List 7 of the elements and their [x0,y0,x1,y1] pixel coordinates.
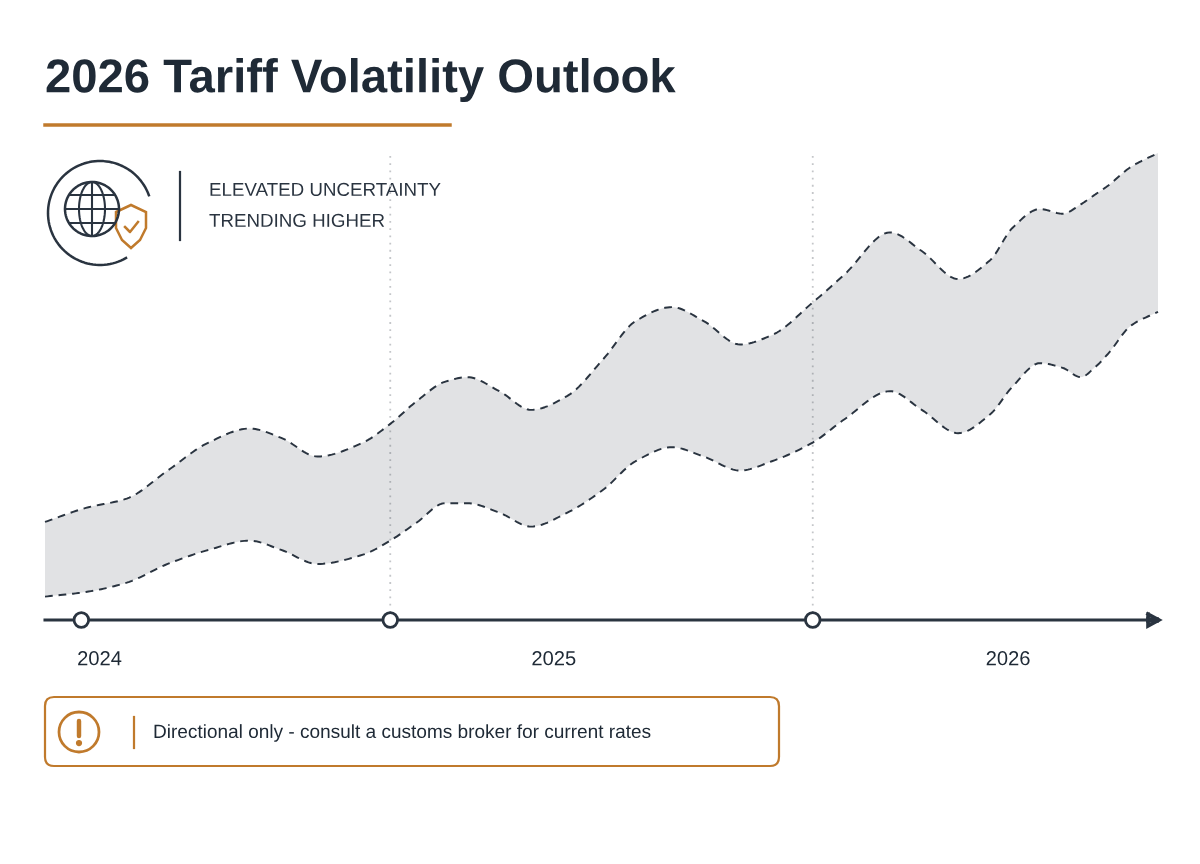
text: Directional only - consult a customs broker for current rates [154,724,651,742]
x-tick-label: 2025 [532,651,576,666]
x-tick-label: 2024 [78,651,122,666]
chart-title: 2026 Tariff Volatility Outlook [46,57,676,103]
x-tick-label: 2026 [986,651,1030,666]
annotation: TRENDING HIGHER [209,213,385,228]
annotation: ELEVATED UNCERTAINTY [210,182,441,197]
